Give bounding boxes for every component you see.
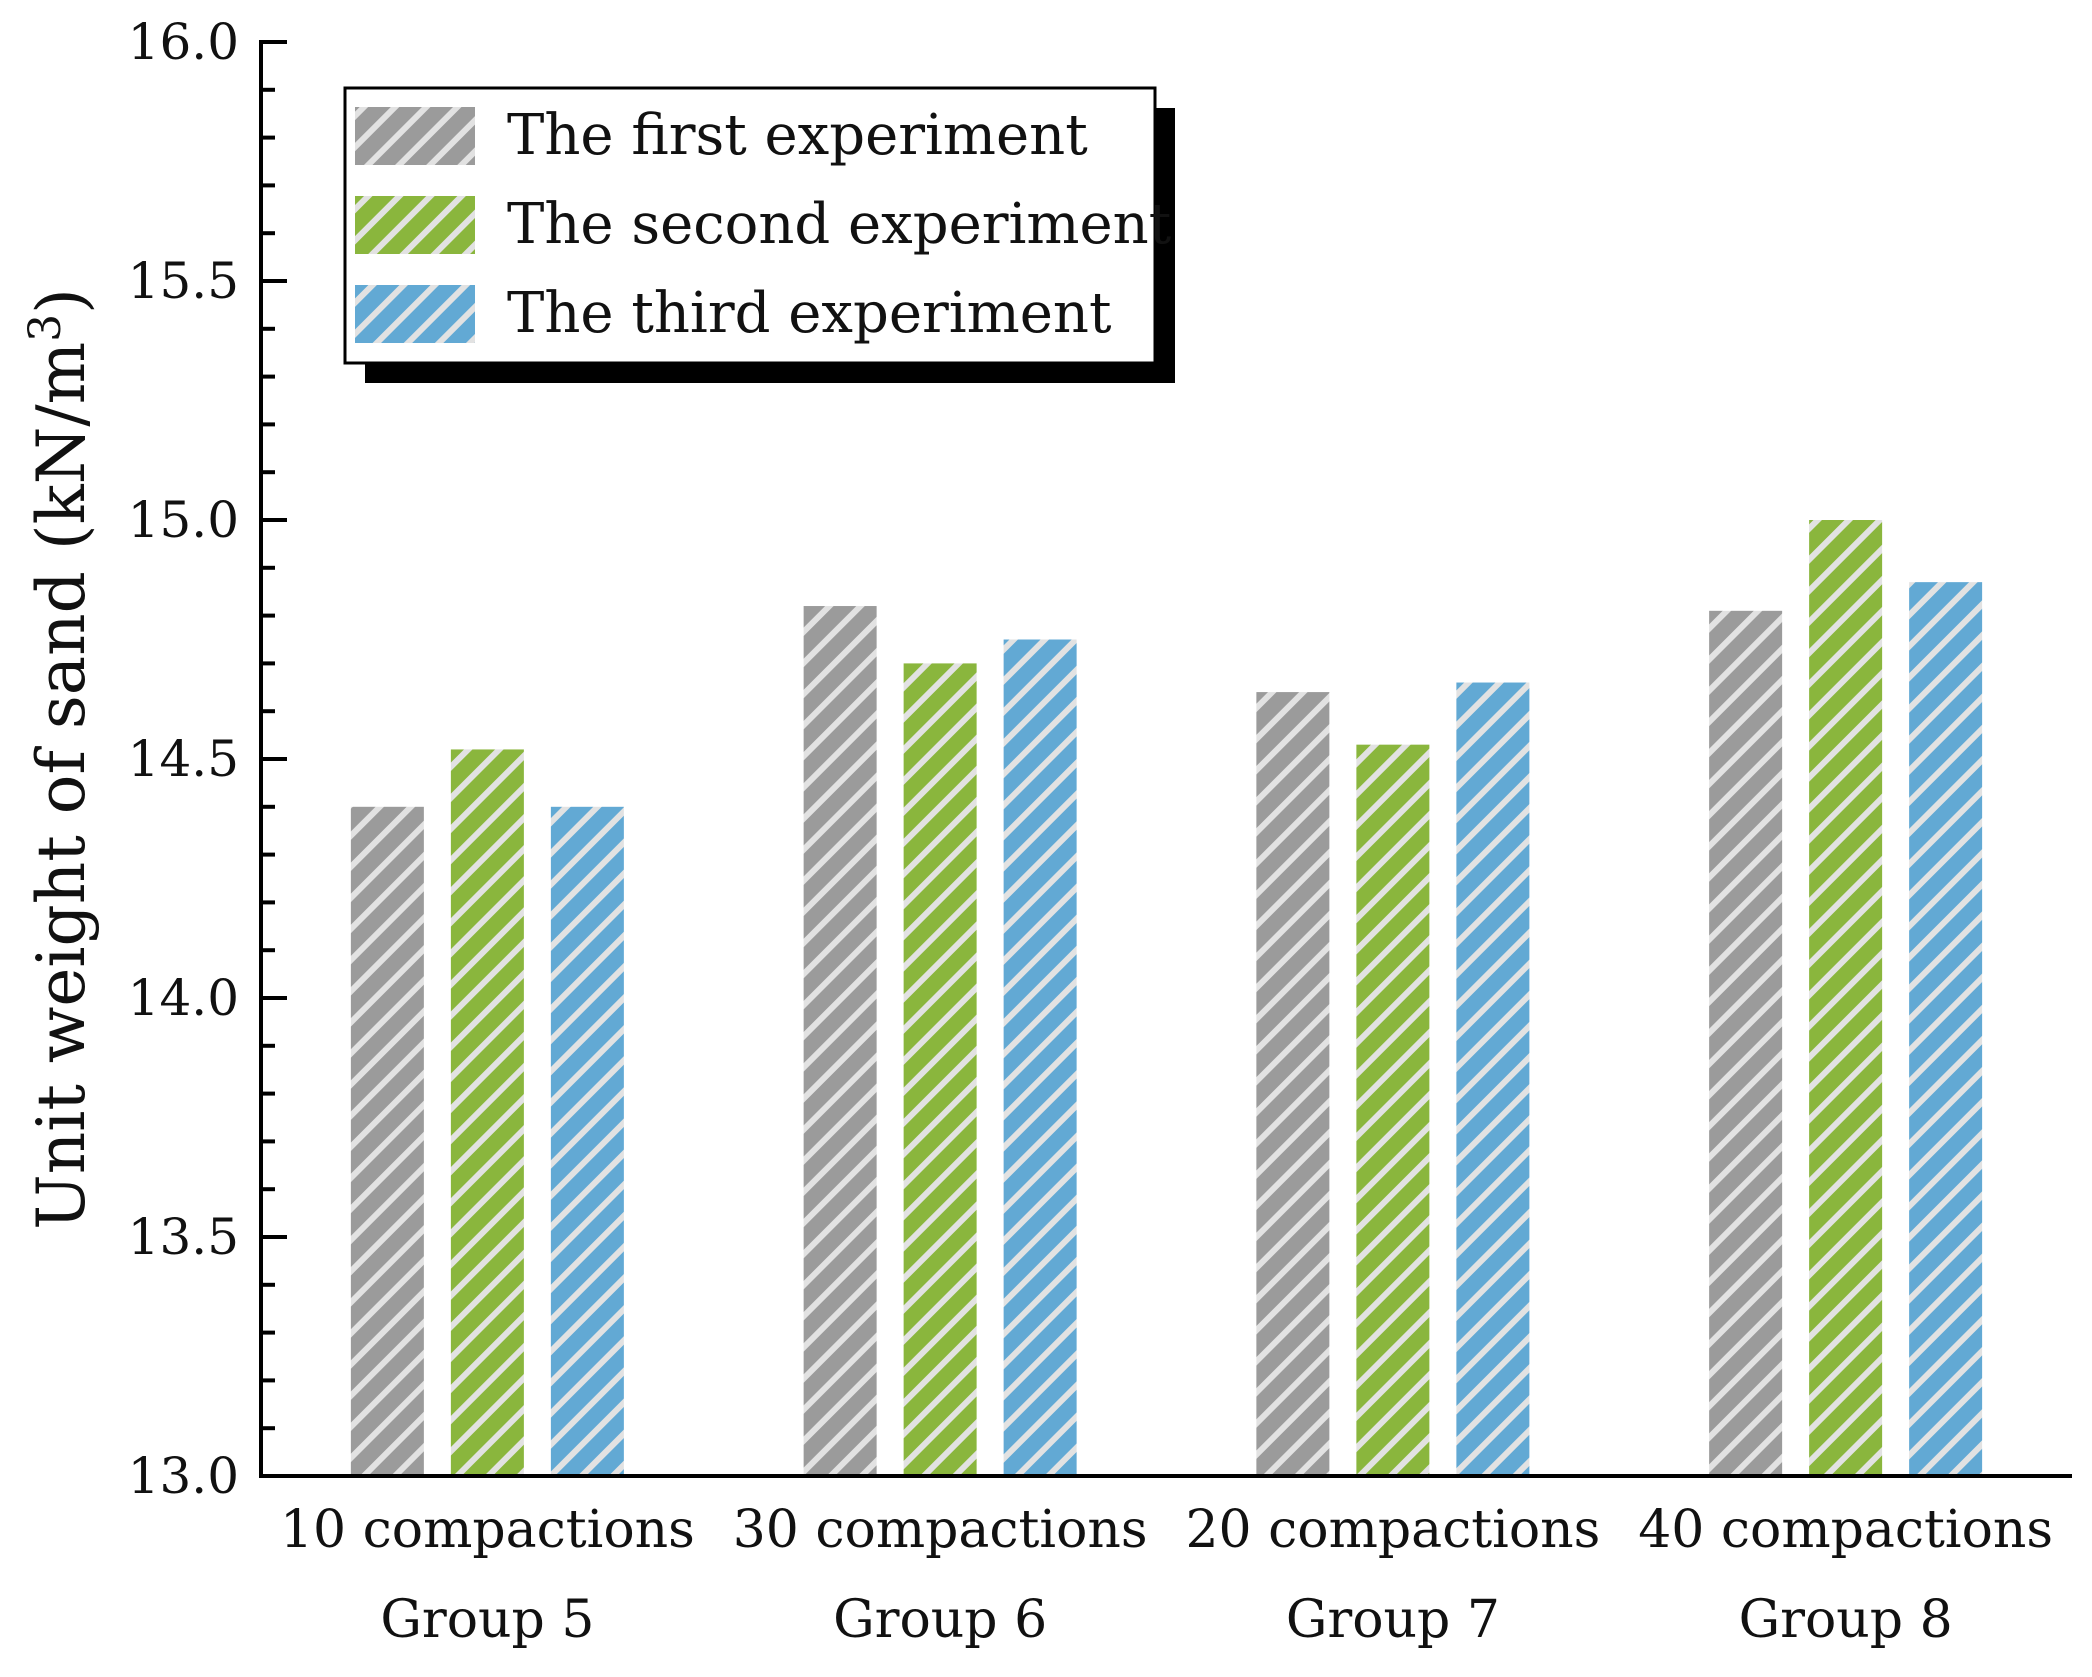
y-axis-title-main: Unit weight of sand (kN/m <box>23 342 100 1230</box>
bar-1-4 <box>1709 610 1783 1476</box>
bar-3-2 <box>1003 639 1077 1476</box>
x-group-label: Group 6 <box>833 1590 1047 1650</box>
x-category-label: 30 compactions <box>733 1500 1148 1560</box>
bars-layer <box>350 520 1983 1476</box>
x-group-label: Group 8 <box>1739 1590 1953 1650</box>
x-group-label: Group 5 <box>380 1590 594 1650</box>
bar-2-2 <box>903 663 977 1476</box>
bar-2-4 <box>1809 520 1883 1476</box>
x-category-label: 40 compactions <box>1638 1500 2053 1560</box>
y-tick-label: 14.5 <box>128 730 239 788</box>
y-tick-label: 15.5 <box>128 252 239 310</box>
bar-2-1 <box>450 749 524 1476</box>
y-axis-title-superscript: 3 <box>20 314 71 342</box>
y-tick-label: 14.0 <box>128 969 239 1027</box>
y-axis-title: Unit weight of sand (kN/m3) <box>20 288 100 1230</box>
legend-swatch-2 <box>355 196 475 254</box>
bar-3-3 <box>1456 682 1530 1476</box>
x-group-label: Group 7 <box>1286 1590 1500 1650</box>
x-category-label: 10 compactions <box>280 1500 695 1560</box>
bar-3-4 <box>1909 582 1983 1476</box>
bar-1-1 <box>350 806 424 1476</box>
axes-layer <box>259 40 2072 1478</box>
bar-1-3 <box>1256 692 1330 1476</box>
bar-1-2 <box>803 606 877 1476</box>
y-tick-label: 13.0 <box>128 1447 239 1505</box>
labels-layer: 13.0 13.5 14.0 14.5 15.0 15.5 16.0 10 compactio… <box>20 13 2053 1650</box>
legend-label-1: The first experiment <box>507 103 1088 168</box>
bar-3-1 <box>550 806 624 1476</box>
legend-swatch-3 <box>355 285 475 343</box>
y-tick-label: 15.0 <box>128 491 239 549</box>
legend-swatch-1 <box>355 107 475 165</box>
bar-2-3 <box>1356 744 1430 1476</box>
y-tick-label: 13.5 <box>128 1208 239 1266</box>
x-category-label: 20 compactions <box>1185 1500 1600 1560</box>
legend-label-3: The third experiment <box>507 281 1112 346</box>
legend-label-2: The second experiment <box>507 192 1172 257</box>
legend-box <box>343 86 1157 365</box>
y-tick-label: 16.0 <box>128 13 239 71</box>
legend: The first experiment The second experimen… <box>343 86 1175 383</box>
y-axis-title-close: ) <box>23 288 100 314</box>
